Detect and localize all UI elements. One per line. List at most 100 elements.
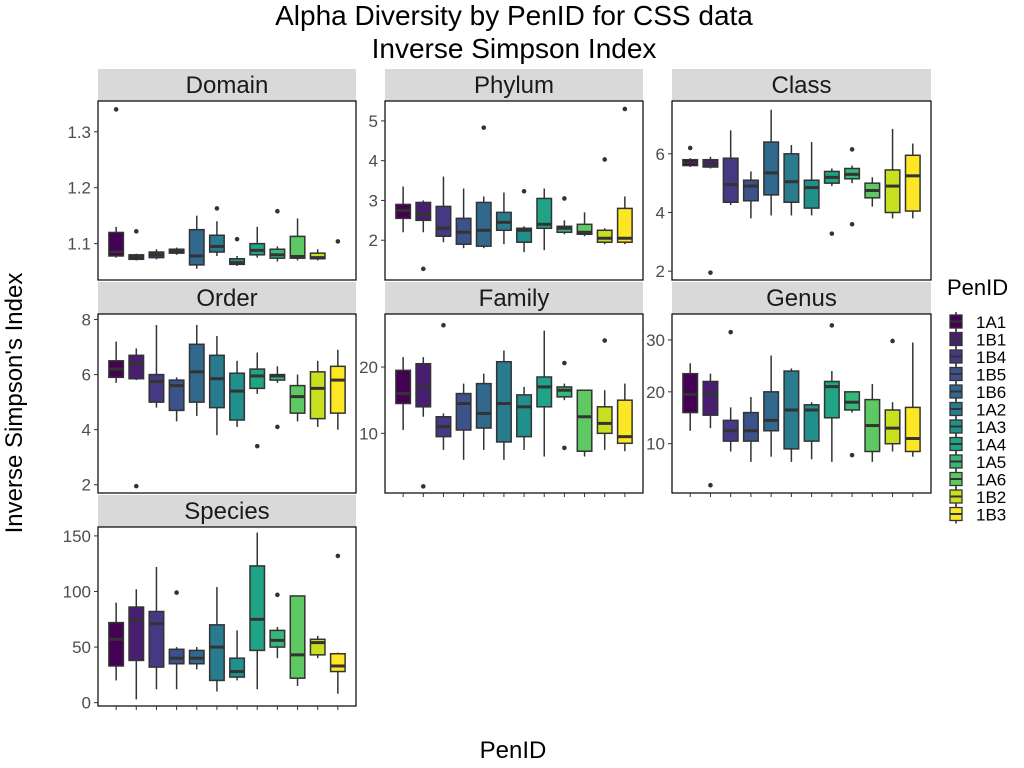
box-body (783, 153, 800, 203)
legend-item-1B6: 1B6 (949, 382, 1006, 402)
box-class-1B3 (904, 143, 921, 219)
box-body (108, 231, 125, 257)
outlier-point (113, 107, 119, 112)
box-family-1B2 (596, 390, 613, 450)
box-class-1A3 (803, 142, 820, 216)
box-species-1B6 (188, 647, 205, 670)
legend-item-1A4: 1A4 (949, 434, 1006, 455)
y-tick-label: 0 (82, 694, 91, 713)
y-tick-label: 20 (646, 383, 665, 402)
outlier-point (420, 266, 426, 272)
box-body (435, 205, 452, 237)
box-body (616, 399, 633, 445)
legend-item-1B4: 1B4 (949, 347, 1006, 367)
y-tick-label: 30 (646, 331, 665, 350)
box-body (596, 406, 613, 435)
box-class-1A5 (844, 165, 861, 184)
legend-label: 1B4 (976, 348, 1006, 367)
outlier-point (481, 125, 487, 130)
legend-label: 1B3 (976, 506, 1006, 525)
box-family-1A2 (495, 350, 512, 460)
outlier-point (829, 231, 835, 236)
box-domain-1B2 (309, 249, 326, 261)
y-tick-label: 4 (656, 204, 665, 223)
box-order-1B6 (188, 325, 205, 416)
facet-strip-label: Species (184, 498, 269, 525)
box-order-1B4 (148, 325, 165, 408)
box-genus-1B3 (904, 342, 921, 457)
outlier-point (254, 443, 260, 449)
box-family-1B1 (415, 357, 432, 417)
facet-strip (98, 282, 356, 314)
box-family-1A3 (516, 386, 533, 450)
box-body (556, 386, 573, 398)
y-tick-label: 20 (359, 358, 378, 377)
box-body (536, 376, 553, 408)
legend-label: 1A1 (976, 313, 1006, 332)
outlier-point (728, 329, 733, 335)
y-tick-label: 4 (369, 152, 378, 171)
box-body (495, 360, 512, 443)
box-body (148, 610, 165, 668)
box-species-1A6 (289, 595, 306, 686)
box-body (415, 362, 432, 408)
facet-strip (385, 282, 643, 314)
box-family-1B3 (616, 383, 633, 452)
facet-species: Species 0 50 100 150 (63, 495, 357, 713)
y-tick-label: 1.2 (67, 179, 91, 198)
box-body (249, 368, 266, 390)
legend-label: 1A3 (976, 418, 1006, 437)
box-body (128, 354, 145, 380)
box-class-1B6 (763, 109, 780, 216)
box-phylum-1A1 (395, 186, 412, 233)
box-order-1B5 (168, 377, 185, 422)
y-tick-label: 4 (82, 421, 91, 440)
box-body (516, 394, 533, 438)
box-phylum-1A6 (576, 212, 593, 237)
box-body (128, 606, 145, 662)
y-axis-label: Inverse Simpson's Index (1, 273, 28, 534)
facet-strip (98, 495, 356, 527)
box-domain-1A3 (229, 255, 246, 267)
legend-label: 1A6 (976, 471, 1006, 490)
outlier-point (562, 360, 567, 366)
chart-title: Alpha Diversity by PenID for CSS data (275, 0, 753, 31)
outlier-point (890, 338, 895, 344)
box-genus-1A2 (783, 368, 800, 462)
outlier-point (708, 270, 713, 275)
box-class-1A4 (823, 168, 840, 187)
facet-strip (672, 69, 931, 101)
box-genus-1B5 (742, 397, 759, 462)
legend-label: 1B1 (976, 331, 1006, 350)
outlier-point (687, 145, 693, 151)
box-body (702, 380, 719, 416)
box-class-1B5 (742, 171, 759, 219)
outlier-point (622, 106, 628, 112)
box-body (742, 411, 759, 442)
box-body (803, 404, 820, 442)
box-body (229, 657, 246, 678)
box-domain-1B5 (168, 247, 185, 255)
box-body (742, 179, 759, 202)
box-body (188, 228, 205, 266)
box-body (576, 223, 593, 236)
facet-genus: Genus 10 20 30 (646, 282, 932, 497)
box-body (289, 595, 306, 679)
y-tick-label: 2 (369, 231, 378, 250)
y-tick-label: 2 (656, 262, 665, 281)
box-domain-1A2 (208, 221, 225, 256)
outlier-point (849, 221, 855, 227)
facet-family: Family 10 20 (359, 282, 644, 497)
outlier-point (849, 147, 855, 152)
box-family-1A6 (576, 389, 593, 457)
box-genus-1B6 (763, 355, 780, 457)
outlier-point (602, 157, 608, 162)
panel-border (671, 100, 932, 281)
box-body (722, 157, 739, 203)
outlier-point (562, 445, 567, 451)
box-family-1B4 (435, 413, 452, 450)
facet-strip-label: Domain (186, 72, 269, 99)
box-domain-1A5 (269, 246, 286, 262)
facet-strip (98, 69, 356, 101)
